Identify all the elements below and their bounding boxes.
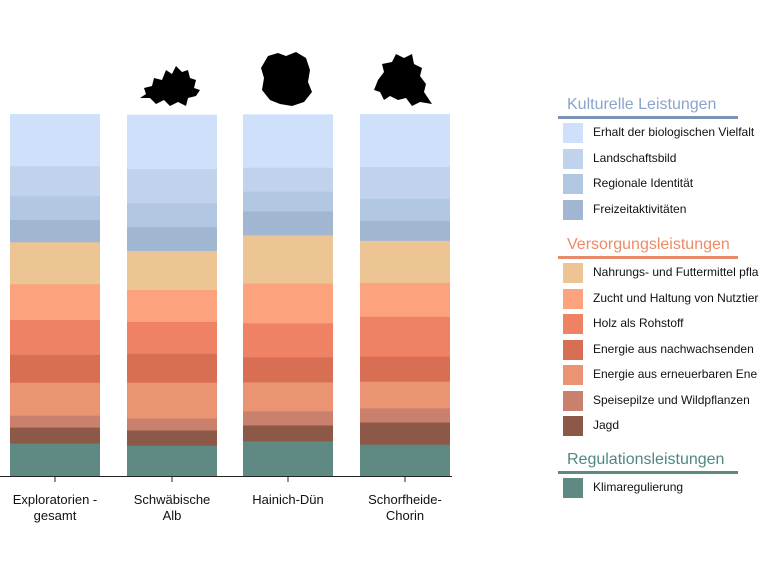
bar-segment (127, 353, 217, 383)
legend-swatch (563, 148, 583, 169)
bar-segment (10, 195, 100, 221)
bar-segment (360, 407, 450, 423)
legend-label: Freizeitaktivitäten (593, 201, 687, 216)
bar-segment (243, 283, 333, 324)
bar-segment (127, 168, 217, 204)
bar-segment (127, 418, 217, 431)
bar-segment (10, 382, 100, 416)
bar-segment (360, 114, 450, 167)
bar-segment (243, 356, 333, 383)
legend-label: Holz als Rohstoff (593, 316, 684, 330)
legend-group-title: Regulationsleistungen (567, 451, 725, 468)
x-tick-label: Schorfheide- Chorin (368, 492, 442, 523)
bar-segment (10, 219, 100, 243)
legend-label: Energie aus erneuerbaren Ene (593, 367, 758, 381)
legend-group-title: Versorgungsleistungen (567, 236, 730, 253)
legend-label: Energie aus nachwachsenden (593, 341, 754, 356)
bar-segment (127, 321, 217, 354)
legend-swatch (563, 416, 583, 436)
legend-swatch (563, 478, 583, 498)
bar-segment (127, 430, 217, 446)
legend-label: Zucht und Haltung von Nutztier (593, 290, 759, 305)
bar-segment (360, 316, 450, 357)
bar-segment (10, 354, 100, 383)
legend-group-underline (558, 116, 738, 119)
bar-segment (243, 234, 333, 284)
legend-label: Nahrungs- und Futtermittel pfla (593, 265, 759, 279)
bar-segment (243, 410, 333, 426)
hainich-duen-region-icon (261, 52, 312, 106)
bar-segment (127, 226, 217, 251)
bar-segment (10, 165, 100, 197)
bar-segment (10, 427, 100, 444)
schorfheide-chorin-region-icon (374, 54, 432, 106)
legend-swatch (563, 123, 583, 143)
legend-label: Jagd (593, 418, 620, 432)
legend-swatch (563, 390, 583, 411)
legend-label: Speisepilze und Wildpflanzen (593, 392, 750, 407)
legend-swatch (563, 365, 583, 385)
bar-segment (243, 381, 333, 412)
legend-label: Regionale Identität (593, 176, 694, 190)
legend-swatch (563, 288, 583, 309)
bar-segment (243, 114, 333, 168)
schwaebische-alb-region-icon (140, 66, 200, 106)
bar-segment (243, 322, 333, 358)
bar-segment (243, 424, 333, 442)
legend-swatch (563, 314, 583, 334)
bar-segment (360, 381, 450, 409)
bar-segment (360, 198, 450, 221)
bar-segment (10, 241, 100, 285)
legend-swatch (563, 174, 583, 194)
bar-segment (360, 240, 450, 283)
bar-segment (127, 250, 217, 291)
bar-segment (360, 282, 450, 317)
bar-segment (10, 114, 100, 167)
bar-segment (360, 356, 450, 382)
x-tick-label: Exploratorien - gesamt (12, 492, 98, 523)
bar-segment (243, 211, 333, 236)
legend-swatch (563, 263, 583, 283)
bar-segment (360, 444, 450, 477)
bar-segment (360, 422, 450, 445)
bar-segment (127, 114, 217, 170)
bar-segment (360, 220, 450, 241)
bar-segment (10, 319, 100, 355)
legend-label: Klimaregulierung (593, 480, 684, 494)
bar-segment (127, 202, 217, 228)
bar-segment (127, 445, 217, 477)
legend-group-title: Kulturelle Leistungen (567, 96, 717, 113)
bar-segment (127, 382, 217, 419)
legend-label: Erhalt der biologischen Vielfalt (593, 125, 755, 139)
bar-segment (360, 166, 450, 199)
legend-group-underline (558, 471, 738, 474)
bar-segment (10, 415, 100, 428)
bar-segment (243, 167, 333, 192)
legend-label: Landschaftsbild (593, 150, 677, 165)
bar-segment (243, 191, 333, 212)
bar-segment (10, 283, 100, 321)
x-tick-label: Schwäbische Alb (133, 492, 211, 523)
legend-group-underline (558, 256, 738, 259)
x-tick-label: Hainich-Dün (252, 492, 324, 507)
legend-swatch (563, 339, 583, 360)
bar-segment (127, 289, 217, 322)
bar-segment (10, 443, 100, 477)
legend-swatch (563, 199, 583, 220)
bar-segment (243, 440, 333, 477)
